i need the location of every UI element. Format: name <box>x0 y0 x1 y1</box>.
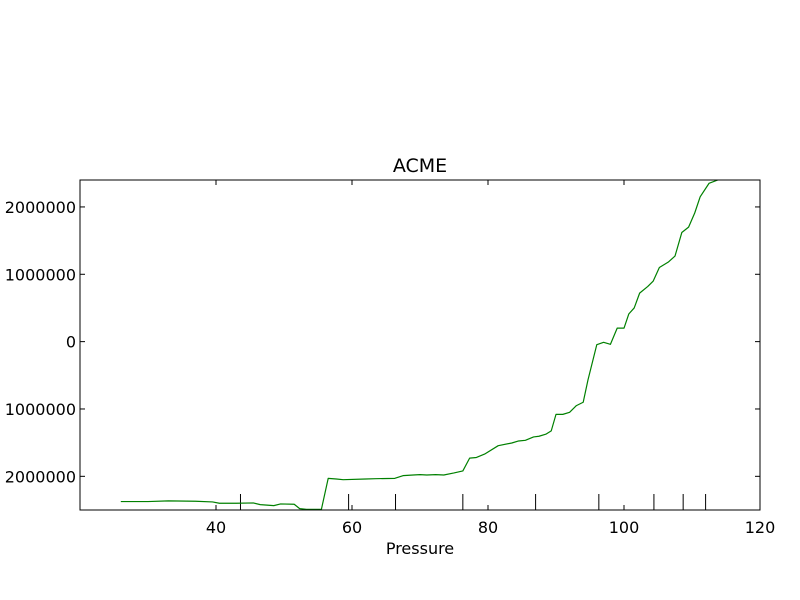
x-tick-label: 120 <box>745 518 776 537</box>
y-tick-label: 1000000 <box>5 400 76 419</box>
event-markers <box>239 494 707 510</box>
series-lines <box>120 180 719 510</box>
y-tick-label: 1000000 <box>5 265 76 284</box>
axes-frame <box>79 179 761 511</box>
y-tick-label: 2000000 <box>5 198 76 217</box>
axis-ticks: 40 60 80 100 120 2000000 1000000 0 1000000 200000… <box>5 180 776 537</box>
x-tick-label: 60 <box>342 518 362 537</box>
y-tick-label: 0 <box>66 333 76 352</box>
chart-title: ACME <box>393 155 447 177</box>
y-tick-label: 2000000 <box>5 467 76 486</box>
x-tick-label: 40 <box>206 518 226 537</box>
x-axis-label: Pressure <box>386 539 454 558</box>
x-tick-label: 100 <box>609 518 640 537</box>
x-tick-label: 80 <box>478 518 498 537</box>
series-line <box>120 180 719 510</box>
